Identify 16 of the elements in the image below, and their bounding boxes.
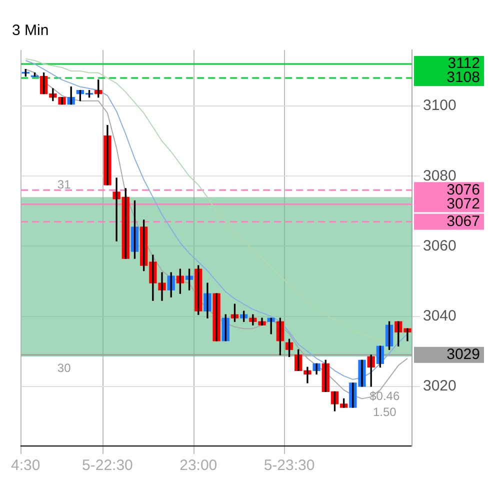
y-tick-label: 3060: [423, 237, 456, 254]
annotation: $0.46: [370, 388, 400, 403]
ref-line-label: 3029: [446, 346, 480, 364]
y-tick-label: 3020: [423, 378, 456, 395]
x-tick-label: 5-23:30: [264, 457, 315, 474]
x-tick-label: 23:00: [180, 457, 218, 474]
x-tick-label: 5-22:30: [82, 457, 133, 474]
candlestick: [212, 293, 220, 342]
annotation: 31: [57, 178, 72, 192]
y-tick-label: 3040: [423, 307, 456, 324]
annotation: 30: [57, 360, 72, 375]
ref-line-label: 3067: [446, 212, 480, 230]
annotation: 1.50: [372, 404, 397, 419]
y-tick-label: 3100: [423, 97, 456, 114]
chart-title: 3 Min: [12, 22, 49, 40]
x-tick-label: 4:30: [11, 457, 40, 474]
